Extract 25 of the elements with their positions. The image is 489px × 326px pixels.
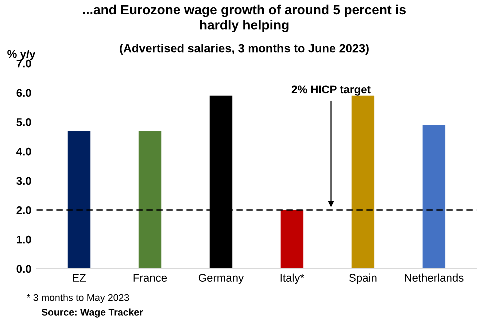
x-tick-label: Germany	[198, 274, 244, 284]
y-tick-label: 4.0	[16, 148, 32, 156]
x-tick-label: EZ	[73, 274, 86, 282]
x-tick-label: Spain	[350, 274, 377, 284]
y-tick-label: 5.0	[16, 118, 32, 126]
x-tick-label: France	[134, 274, 168, 282]
y-axis-title: % y/y	[8, 50, 36, 60]
bar	[68, 131, 91, 269]
y-tick-label: 7.0	[16, 60, 32, 68]
y-tick-label: 1.0	[17, 236, 32, 244]
x-tick-label: Italy*	[280, 274, 304, 284]
x-tick-label: Netherlands	[405, 274, 464, 282]
y-tick-label: 3.0	[16, 177, 32, 186]
bar	[138, 131, 162, 269]
bar	[422, 125, 446, 269]
y-tick-label: 2.0	[16, 206, 32, 214]
y-tick-label: 0.0	[16, 265, 32, 274]
bar	[280, 210, 304, 269]
y-tick-label: 6.0	[16, 89, 32, 98]
chart-subtitle: (Advertised salaries, 3 months to June 2023)	[120, 44, 369, 56]
bar	[352, 96, 375, 269]
ref-line-label: 2% HICP target	[292, 86, 371, 96]
chart-title: ...and Eurozone wage growth of around 5 percent is hardly helping	[83, 4, 406, 32]
text: * 3 months to May 2023	[27, 294, 130, 304]
source-note: Source: Wage Tracker	[42, 308, 144, 318]
